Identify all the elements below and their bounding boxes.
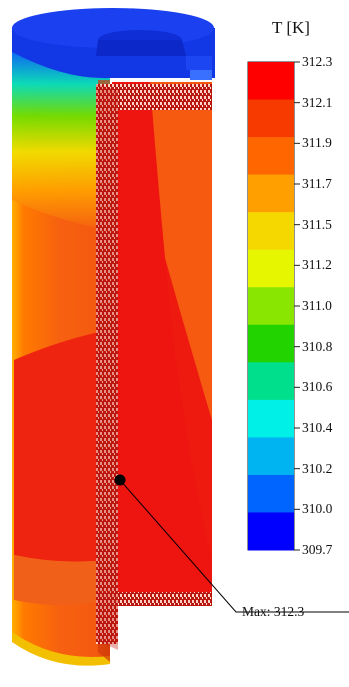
max-leader-line	[119, 479, 349, 613]
color-bar-cell	[248, 99, 294, 138]
cutaway-core	[96, 82, 212, 650]
color-bar-tick-label: 311.7	[302, 176, 332, 191]
color-bar-cell	[248, 212, 294, 251]
color-bar-tick-label: 312.1	[302, 94, 333, 110]
top-cap	[12, 8, 215, 80]
color-bar-tick-label: 311.0	[302, 298, 332, 313]
color-bar-cell	[248, 399, 294, 438]
max-annotation-label: Max: 312.3	[242, 604, 305, 619]
max-annotation	[114, 474, 349, 613]
color-bar-tick-label: 311.9	[302, 135, 332, 151]
color-bar-cell	[248, 287, 294, 326]
legend-title: T [K]	[272, 18, 310, 37]
color-bar	[247, 61, 300, 551]
color-bar-tick-label: 310.0	[302, 501, 333, 517]
color-bar-cell	[248, 249, 294, 288]
color-bar-cell	[248, 137, 294, 176]
color-bar-cell	[248, 437, 294, 476]
color-bar-tick-label: 310.4	[302, 420, 333, 435]
color-bar-tick-label: 311.5	[302, 216, 332, 232]
color-bar-cell	[248, 362, 294, 401]
color-bar-tick-label: 311.2	[302, 257, 332, 273]
color-bar-tick-label: 310.8	[302, 338, 333, 354]
color-bar-cell	[248, 324, 294, 363]
color-bar-tick-label: 309.7	[302, 542, 333, 557]
color-bar-tick-label: 310.6	[302, 379, 333, 395]
color-bar-cell	[248, 174, 294, 213]
color-bar-tick-label: 312.3	[302, 54, 333, 69]
color-bar-cell	[248, 62, 294, 101]
color-bar-cell	[248, 474, 294, 513]
color-bar-cell	[248, 512, 294, 551]
color-bar-tick-label: 310.2	[302, 460, 333, 476]
outer-shell	[12, 52, 110, 666]
